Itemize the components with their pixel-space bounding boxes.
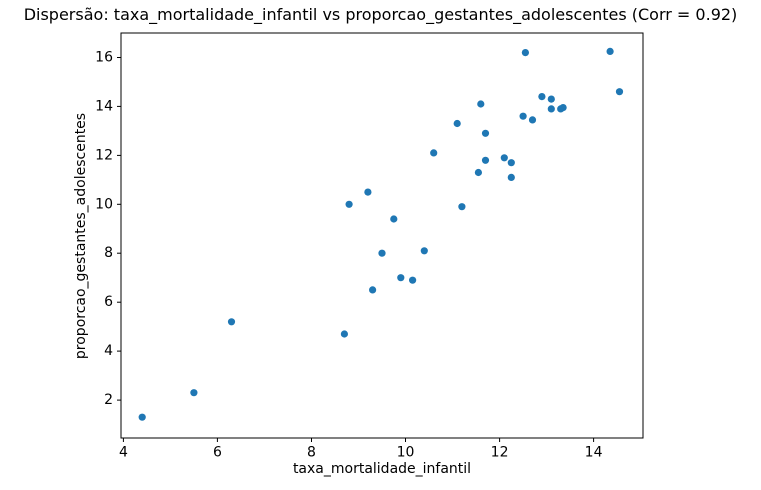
- data-point: [519, 112, 527, 120]
- y-tick-label: 2: [104, 392, 113, 408]
- data-point: [528, 116, 537, 124]
- data-point: [409, 276, 417, 284]
- y-tick-label: 16: [95, 50, 113, 66]
- data-point: [458, 203, 466, 211]
- data-point: [606, 47, 614, 56]
- data-point: [420, 247, 428, 255]
- x-tick-label: 14: [585, 445, 603, 461]
- data-point: [547, 95, 555, 103]
- data-point: [364, 188, 372, 196]
- data-point: [507, 173, 515, 181]
- data-point: [615, 88, 624, 96]
- data-point: [559, 104, 567, 112]
- data-point: [481, 129, 490, 137]
- data-point: [340, 330, 348, 338]
- data-point: [500, 154, 508, 162]
- y-tick-label: 10: [95, 196, 113, 212]
- data-point: [227, 318, 236, 326]
- data-point: [507, 159, 515, 167]
- data-point: [481, 156, 490, 164]
- data-point: [345, 200, 353, 208]
- x-tick-label: 4: [119, 445, 128, 461]
- y-axis-label: proporcao_gestantes_adolescentes: [73, 112, 89, 360]
- data-point: [390, 215, 398, 223]
- data-point: [474, 168, 482, 177]
- data-point: [453, 119, 461, 128]
- data-point: [521, 49, 530, 57]
- y-tick-label: 6: [104, 294, 113, 310]
- data-point: [397, 274, 405, 282]
- y-tick-label: 4: [104, 343, 113, 359]
- y-tick-label: 12: [95, 147, 113, 163]
- data-point: [190, 389, 198, 397]
- x-tick-label: 8: [307, 445, 316, 461]
- x-axis-label: taxa_mortalidade_infantil: [292, 461, 472, 477]
- data-point: [430, 149, 438, 157]
- x-tick-label: 6: [213, 445, 222, 461]
- chart-title: Dispersão: taxa_mortalidade_infantil vs …: [23, 5, 738, 24]
- data-point: [477, 100, 485, 108]
- y-tick-label: 8: [104, 245, 113, 261]
- data-point: [138, 413, 146, 421]
- x-tick-label: 10: [397, 445, 415, 461]
- plot-border: [120, 32, 644, 439]
- x-tick-label: 12: [491, 445, 509, 461]
- data-point: [538, 93, 546, 101]
- data-point: [369, 286, 377, 294]
- data-point: [378, 249, 386, 257]
- y-tick-label: 14: [95, 98, 113, 114]
- data-point: [547, 105, 555, 113]
